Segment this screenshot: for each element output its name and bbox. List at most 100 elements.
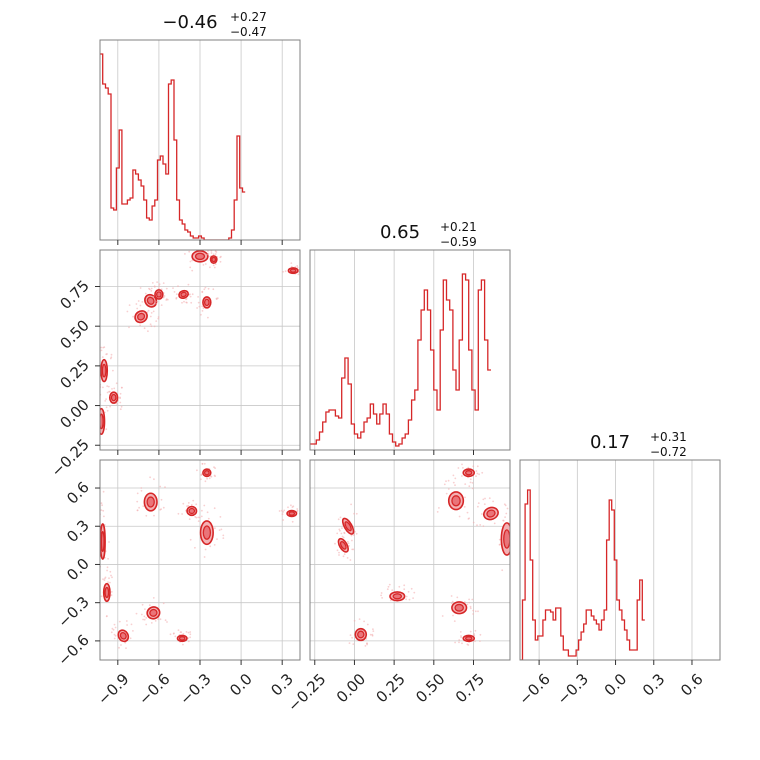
sample-point xyxy=(126,624,128,626)
sample-point xyxy=(469,605,472,608)
sample-point xyxy=(350,534,353,537)
sample-point xyxy=(159,618,162,621)
sample-point xyxy=(139,287,142,289)
sample-point xyxy=(204,263,207,265)
sample-point xyxy=(108,390,110,393)
sample-point xyxy=(152,597,155,599)
sample-point xyxy=(412,597,414,599)
sample-point xyxy=(301,273,303,275)
sample-point xyxy=(201,310,204,312)
sample-point xyxy=(458,641,460,644)
sample-point xyxy=(119,392,122,395)
sample-point xyxy=(112,369,114,372)
sample-point xyxy=(114,626,117,629)
y-tick-label: 0.25 xyxy=(56,356,92,392)
sample-point xyxy=(521,522,523,524)
sample-point xyxy=(472,613,474,615)
x-tick-label: 0.50 xyxy=(412,670,448,706)
sample-point xyxy=(505,512,508,515)
sample-point xyxy=(132,630,134,632)
sample-point xyxy=(468,485,471,488)
sample-point xyxy=(407,590,410,593)
contour-inner xyxy=(288,511,296,516)
sample-point xyxy=(197,296,200,298)
sample-point xyxy=(476,465,479,468)
histogram-line xyxy=(520,489,645,660)
y-tick-label: 0.0 xyxy=(63,555,93,585)
sample-point xyxy=(175,296,178,299)
sample-point xyxy=(438,507,440,509)
sample-point xyxy=(351,636,353,639)
sample-point xyxy=(408,598,411,601)
sample-point xyxy=(471,598,474,601)
sample-point xyxy=(109,581,111,584)
sample-point xyxy=(478,473,480,476)
sample-point xyxy=(180,631,183,634)
sample-point xyxy=(352,643,355,645)
sample-point xyxy=(98,389,100,391)
sample-point xyxy=(207,250,209,252)
sample-point xyxy=(287,506,289,509)
sample-point xyxy=(352,548,355,551)
sample-point xyxy=(358,618,361,620)
sample-point xyxy=(296,508,299,510)
y-tick-label: 0.6 xyxy=(63,478,93,508)
sample-point xyxy=(291,520,294,523)
sample-point xyxy=(355,532,358,535)
sample-point xyxy=(372,630,375,632)
sample-point xyxy=(112,628,115,631)
sample-point xyxy=(364,645,367,647)
sample-point xyxy=(149,323,152,326)
sample-point xyxy=(102,509,105,512)
sample-point xyxy=(498,543,501,546)
sample-point xyxy=(201,462,204,465)
sample-point xyxy=(162,282,165,284)
sample-point xyxy=(130,623,133,626)
scatter-panel-p2_vs_p1: −0.250.00 0.25 0.500.75 xyxy=(48,249,303,481)
sample-point xyxy=(119,408,122,411)
sample-point xyxy=(144,608,146,610)
sample-point xyxy=(194,546,196,549)
contour-inner xyxy=(188,507,196,515)
sample-point xyxy=(207,517,210,520)
sample-point xyxy=(173,291,176,293)
contour-inner xyxy=(194,252,206,261)
sample-point xyxy=(389,599,392,602)
sample-point xyxy=(213,474,216,477)
sample-point xyxy=(160,498,163,501)
contour-inner xyxy=(149,608,158,617)
sample-point xyxy=(450,602,453,605)
sample-point xyxy=(447,488,450,490)
sample-point xyxy=(150,290,153,292)
sample-point xyxy=(203,462,206,465)
sample-point xyxy=(106,566,109,569)
contour-inner xyxy=(486,509,496,518)
sample-point xyxy=(467,518,470,520)
sample-point xyxy=(210,475,213,478)
sample-point xyxy=(144,292,147,295)
sample-point xyxy=(284,270,287,273)
sample-point xyxy=(468,601,471,604)
sample-point xyxy=(339,529,341,532)
title-minus: −0.72 xyxy=(650,445,687,459)
sample-point xyxy=(297,273,300,276)
sample-point xyxy=(184,253,186,255)
x-tick-label: 0.6 xyxy=(677,670,707,700)
title-plus: +0.27 xyxy=(230,10,267,24)
sample-point xyxy=(441,615,444,617)
sample-point xyxy=(453,620,456,622)
sample-point xyxy=(200,478,202,481)
sample-point xyxy=(463,506,466,508)
sample-point xyxy=(98,532,100,534)
sample-point xyxy=(115,382,118,385)
sample-point xyxy=(101,356,104,358)
contour-inner xyxy=(454,603,464,612)
sample-point xyxy=(110,594,113,597)
sample-point xyxy=(342,536,345,539)
sample-point xyxy=(403,588,406,591)
sample-point xyxy=(164,619,167,622)
sample-point xyxy=(147,309,150,312)
sample-point xyxy=(108,577,110,580)
sample-point xyxy=(126,310,129,313)
sample-point xyxy=(111,576,113,579)
